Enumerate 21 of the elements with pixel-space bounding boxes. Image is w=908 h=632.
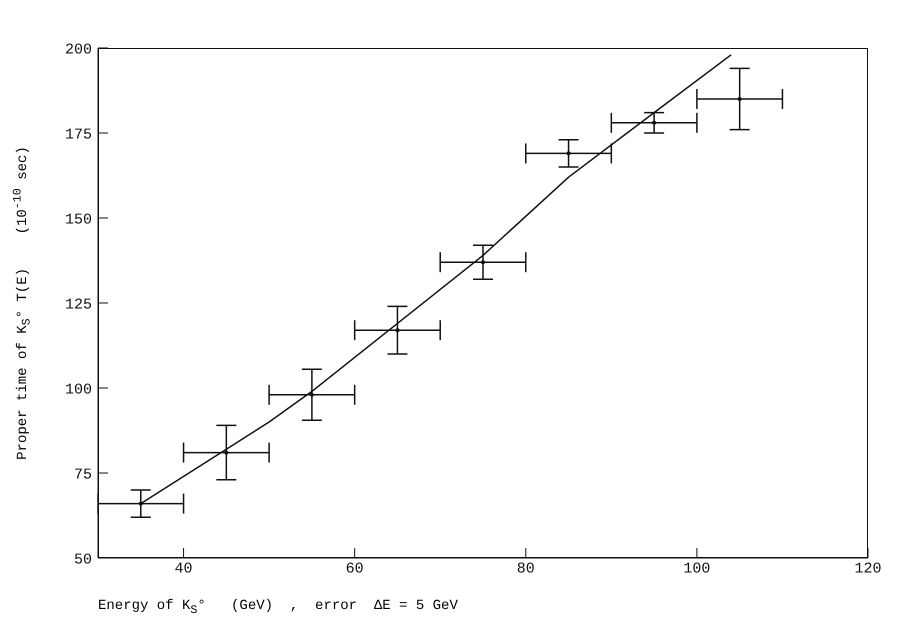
point [652, 120, 656, 125]
x-tick-label: 60 [346, 560, 364, 578]
y-tick-label: 100 [64, 381, 92, 398]
x-tick-label: 100 [683, 560, 710, 578]
point [395, 328, 400, 332]
y-tick-label: 75 [74, 466, 92, 484]
y-tick-label: 125 [64, 296, 92, 314]
y-tick-label: 50 [74, 551, 92, 568]
y-tick-label: 200 [64, 41, 92, 58]
x-tick-label: 80 [516, 560, 535, 578]
x-axis-title: Energy of K$_{S}$° (GeV) , error ΔE = 5 GeV [98, 598, 458, 617]
point [481, 260, 485, 264]
point [738, 97, 742, 101]
point [138, 502, 143, 506]
x-tick-label: 40 [174, 560, 193, 578]
point [224, 450, 228, 455]
point [310, 392, 314, 397]
x-tick-label: 120 [854, 560, 882, 578]
y-tick-label: 175 [64, 126, 92, 144]
point [566, 151, 571, 156]
y-tick-label: 150 [64, 211, 92, 228]
